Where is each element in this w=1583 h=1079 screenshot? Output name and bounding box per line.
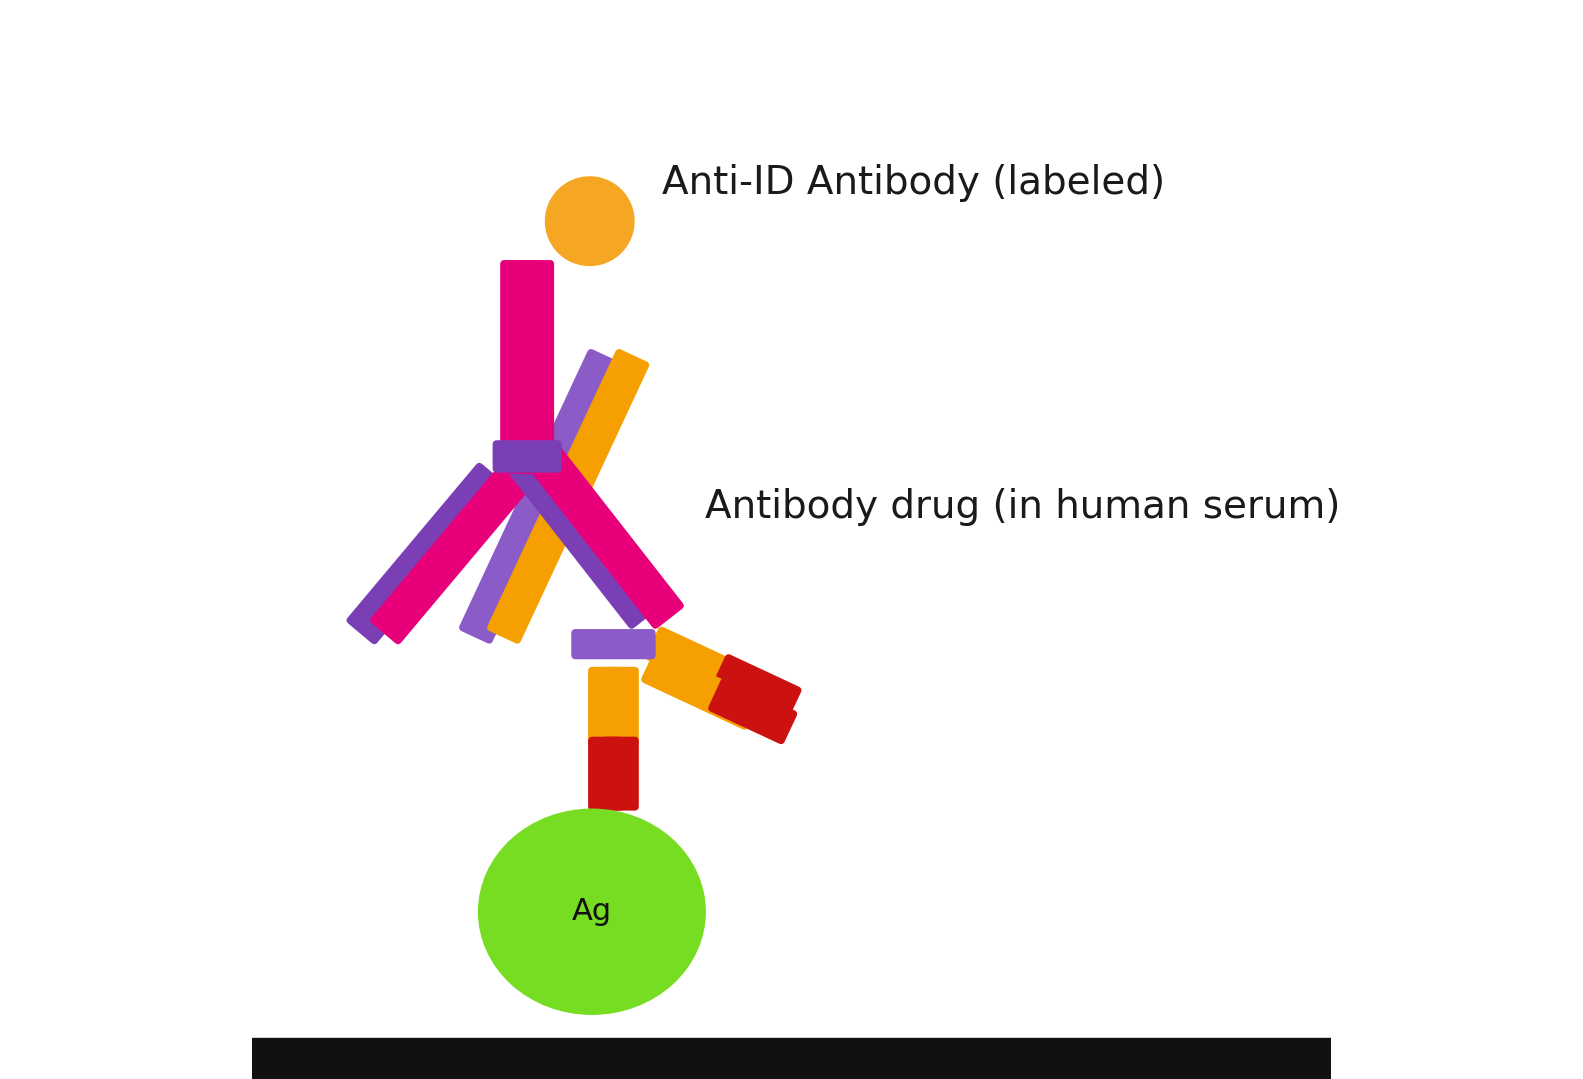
FancyBboxPatch shape [516, 260, 554, 474]
FancyBboxPatch shape [459, 349, 621, 644]
FancyBboxPatch shape [641, 650, 760, 729]
FancyBboxPatch shape [347, 463, 507, 644]
Text: Antibody drug (in human serum): Antibody drug (in human serum) [704, 488, 1341, 527]
FancyBboxPatch shape [505, 443, 660, 629]
Ellipse shape [478, 809, 704, 1014]
FancyBboxPatch shape [500, 260, 540, 474]
FancyBboxPatch shape [712, 654, 801, 721]
FancyBboxPatch shape [589, 737, 625, 810]
FancyBboxPatch shape [646, 627, 765, 707]
FancyBboxPatch shape [571, 629, 655, 659]
Text: Ag: Ag [571, 898, 613, 926]
FancyBboxPatch shape [708, 678, 798, 745]
FancyBboxPatch shape [488, 349, 649, 644]
FancyBboxPatch shape [370, 463, 530, 644]
FancyBboxPatch shape [492, 440, 562, 473]
Ellipse shape [546, 177, 633, 265]
FancyBboxPatch shape [589, 667, 625, 747]
FancyBboxPatch shape [602, 667, 640, 747]
FancyBboxPatch shape [529, 443, 684, 629]
Bar [252, 1038, 1331, 1079]
Text: Anti-ID Antibody (labeled): Anti-ID Antibody (labeled) [662, 164, 1165, 203]
FancyBboxPatch shape [602, 737, 640, 810]
